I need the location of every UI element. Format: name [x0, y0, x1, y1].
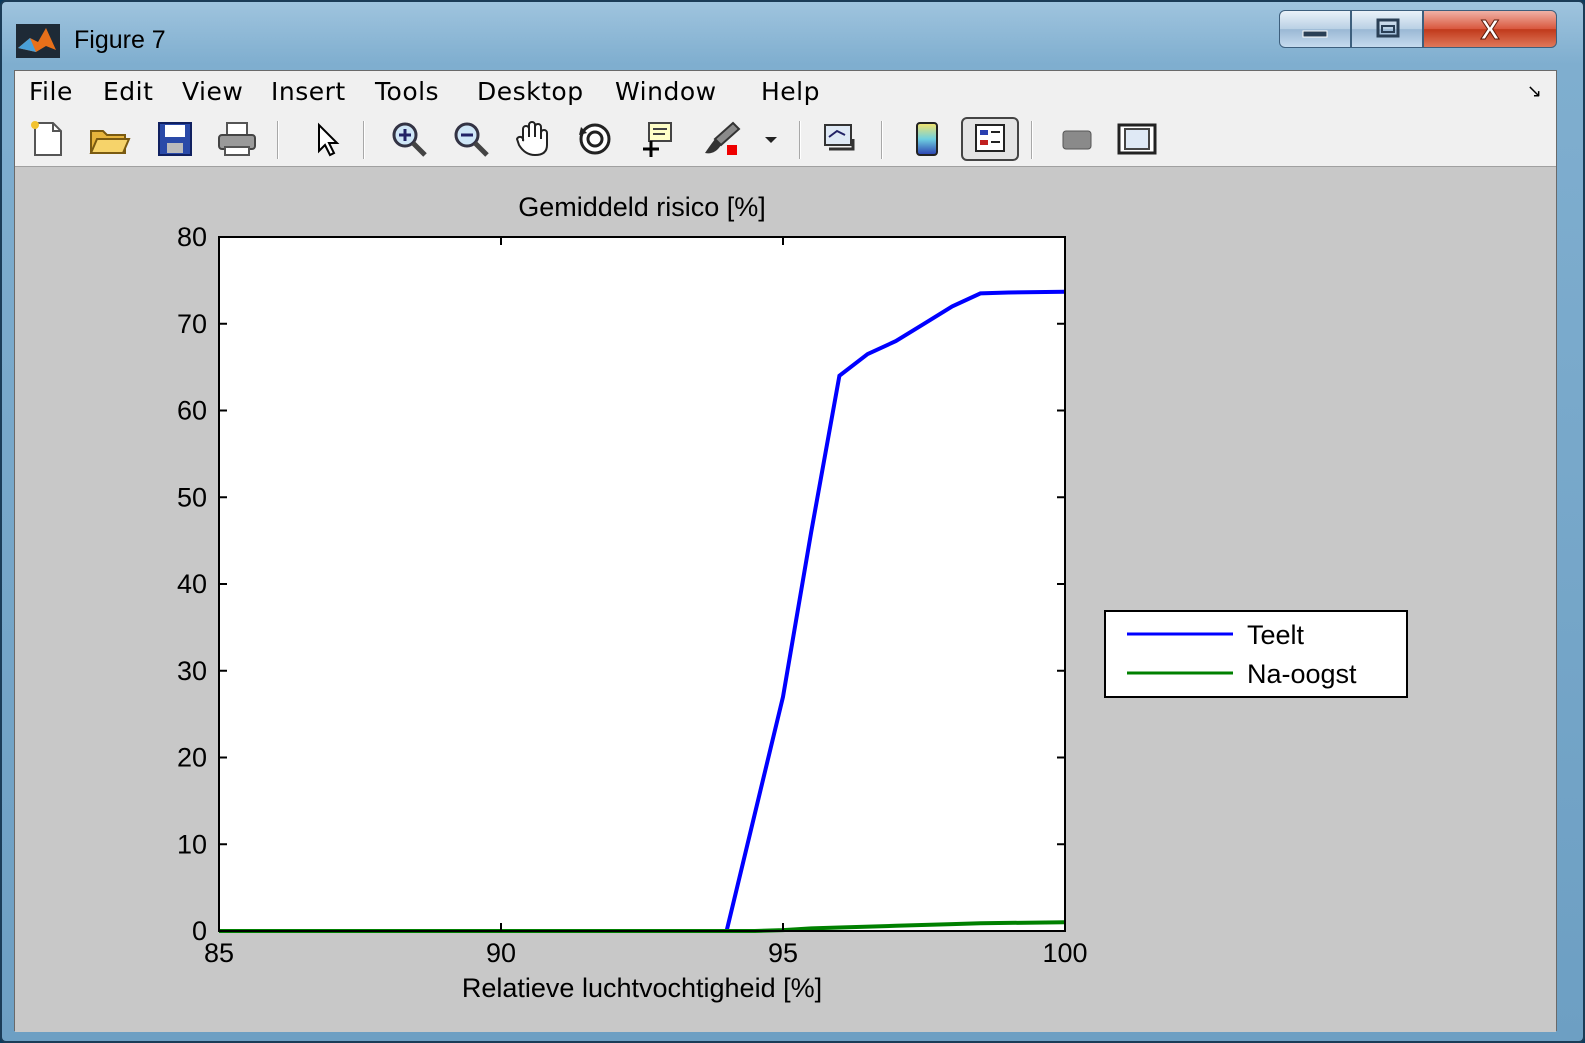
maximize-button[interactable] — [1351, 10, 1423, 48]
rotate-3d-icon[interactable] — [573, 119, 617, 159]
menu-desktop[interactable]: Desktop — [477, 77, 584, 106]
maximize-icon — [1376, 18, 1400, 38]
menu-help[interactable]: Help — [761, 77, 820, 106]
close-glyph: X — [1481, 14, 1500, 45]
data-cursor-icon[interactable] — [635, 119, 679, 159]
zoom-in-icon[interactable] — [387, 119, 431, 159]
open-file-icon[interactable] — [87, 119, 131, 159]
title-bar[interactable]: Figure 7 X — [2, 2, 1583, 70]
menu-window[interactable]: Window — [615, 77, 717, 106]
colorbar-icon[interactable] — [905, 119, 949, 159]
save-icon[interactable] — [153, 119, 197, 159]
minimize-icon — [1302, 30, 1328, 38]
toolbar-separator — [799, 121, 801, 159]
y-tick-label: 80 — [177, 222, 207, 252]
chart-title: Gemiddeld risico [%] — [518, 192, 766, 222]
dropdown-arrow-icon[interactable] — [757, 119, 785, 159]
plot-area: 85 90 95 100 0 10 20 30 40 50 60 70 80 Gemiddeld ris… — [15, 167, 1556, 1032]
menu-bar: File Edit View Insert Tools Desktop Wind… — [15, 71, 1556, 111]
link-plot-icon[interactable] — [817, 119, 861, 159]
hide-plot-tools-icon[interactable] — [1055, 119, 1099, 159]
menu-file[interactable]: File — [29, 77, 73, 106]
x-tick-label: 95 — [768, 938, 798, 968]
pointer-icon[interactable] — [305, 119, 349, 159]
toolbar — [15, 111, 1556, 167]
legend[interactable]: Teelt Na-oogst — [1104, 610, 1408, 698]
window-title: Figure 7 — [74, 26, 166, 54]
legend-label-na-oogst: Na-oogst — [1247, 659, 1357, 689]
figure-frame: File Edit View Insert Tools Desktop Wind… — [14, 70, 1557, 1032]
new-figure-icon[interactable] — [25, 119, 69, 159]
legend-box — [1104, 610, 1408, 698]
x-axis-label: Relatieve luchtvochtigheid [%] — [462, 973, 822, 1003]
dock-arrow-icon[interactable]: ↘ — [1526, 81, 1542, 102]
axes-background[interactable] — [219, 237, 1065, 931]
y-tick-label: 20 — [177, 743, 207, 773]
y-tick-label: 50 — [177, 482, 207, 512]
toolbar-separator — [881, 121, 883, 159]
series-line-teelt — [219, 289, 1066, 933]
x-tick-label: 85 — [204, 938, 234, 968]
y-tick-label: 70 — [177, 309, 207, 339]
zoom-out-icon[interactable] — [449, 119, 493, 159]
pan-hand-icon[interactable] — [511, 119, 555, 159]
toolbar-separator — [277, 121, 279, 159]
toolbar-separator — [363, 121, 365, 159]
x-tick-label: 90 — [486, 938, 516, 968]
menu-insert[interactable]: Insert — [271, 77, 346, 106]
x-tick-label: 100 — [1042, 938, 1087, 968]
y-tick-label: 40 — [177, 569, 207, 599]
y-tick-label: 60 — [177, 396, 207, 426]
toolbar-separator — [1031, 121, 1033, 159]
matlab-logo-icon — [16, 24, 60, 58]
close-icon: X — [1480, 14, 1500, 46]
y-tick-label: 0 — [192, 916, 207, 946]
minimize-button[interactable] — [1279, 10, 1351, 48]
print-icon[interactable] — [215, 119, 259, 159]
brush-icon[interactable] — [699, 119, 743, 159]
menu-edit[interactable]: Edit — [103, 77, 154, 106]
figure-canvas: 85 90 95 100 0 10 20 30 40 50 60 70 80 Gemiddeld ris… — [177, 192, 1408, 1003]
menu-tools[interactable]: Tools — [375, 77, 440, 106]
show-plot-tools-icon[interactable] — [1115, 119, 1159, 159]
legend-label-teelt: Teelt — [1247, 620, 1305, 650]
legend-icon[interactable] — [961, 117, 1019, 161]
y-tick-label: 10 — [177, 829, 207, 859]
close-button[interactable]: X — [1423, 10, 1557, 48]
y-tick-label: 30 — [177, 656, 207, 686]
menu-view[interactable]: View — [182, 77, 244, 106]
